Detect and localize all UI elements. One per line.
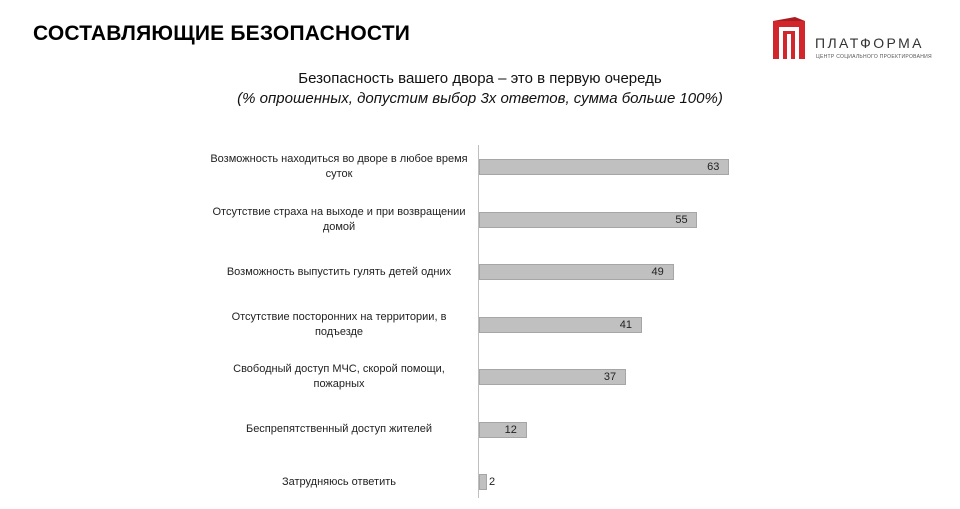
category-label: Свободный доступ МЧС, скорой помощи, пож… [233,363,445,390]
logo-name: ПЛАТФОРМА [815,35,924,51]
data-label: 55 [675,213,688,226]
bar [479,264,674,280]
platforma-logo: ПЛАТФОРМА ЦЕНТР СОЦИАЛЬНОГО ПРОЕКТИРОВАН… [773,17,933,63]
slide-title: СОСТАВЛЯЮЩИЕ БЕЗОПАСНОСТИ [33,22,411,45]
data-label: 49 [651,266,664,278]
data-label: 2 [488,476,496,488]
category-label: Возможность находиться во дворе в любое … [210,153,468,180]
data-label: 63 [707,161,720,173]
category-label: Затрудняюсь ответить [281,475,396,488]
bar [479,421,527,438]
chart-title: Безопасность вашего двора – это в первую… [298,70,662,87]
category-axis-line [478,145,479,498]
bar [479,369,626,385]
bar [479,159,730,175]
category-label: Возможность выпустить гулять детей одних [226,265,452,278]
bar [479,211,698,228]
category-label: Отсутствие страха на выходе и при возвра… [212,205,466,233]
data-label: 12 [504,423,517,436]
data-label: 37 [603,371,617,383]
chart-subtitle: (% опрошенных, допустим выбор 3х ответов… [237,90,723,107]
category-label: Отсутствие посторонних на территории, в … [231,310,447,338]
platforma-logo-mark-icon [773,17,805,59]
bar [479,474,487,490]
category-label: Беспрепятственный доступ жителей [245,423,433,435]
logo-tagline: ЦЕНТР СОЦИАЛЬНОГО ПРОЕКТИРОВАНИЯ [816,54,932,60]
data-label: 41 [619,318,633,331]
bar [479,316,642,333]
